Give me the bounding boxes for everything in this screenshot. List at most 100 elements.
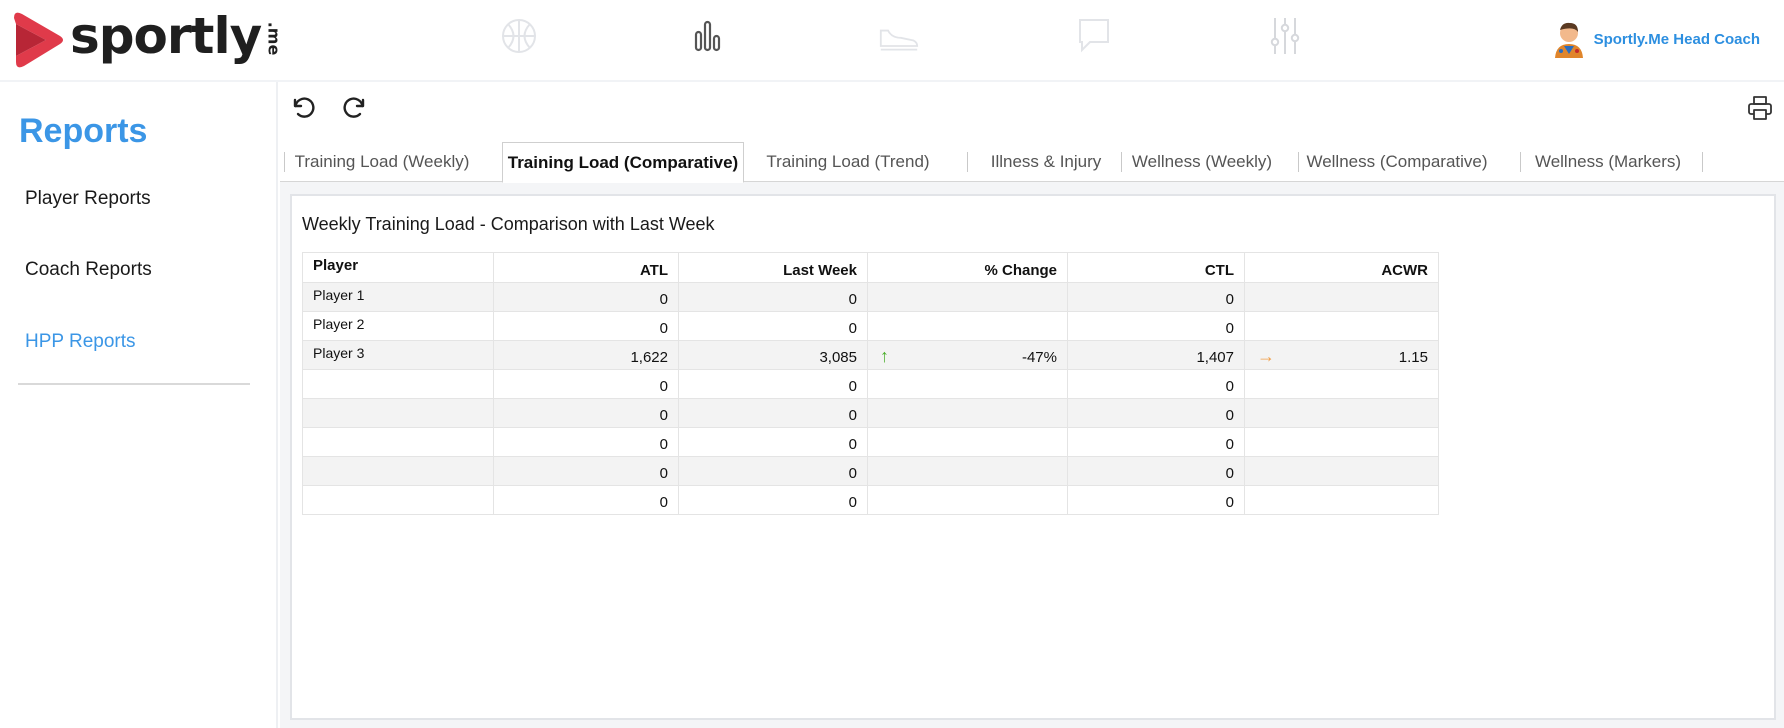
cell-player: Player 3 [302,340,494,370]
column-header-last-week[interactable]: Last Week [678,252,868,283]
column-header-acwr[interactable]: ACWR [1244,252,1439,283]
page-title: Reports [19,112,148,150]
cell-atl: 0 [493,369,679,399]
cell-acwr [1244,398,1439,428]
cell-ctl: 0 [1067,282,1245,312]
cell-change [867,282,1068,312]
tab-separator [1702,152,1703,172]
cell-atl: 0 [493,282,679,312]
chat-icon[interactable] [1070,12,1118,60]
cell-last-week: 0 [678,369,868,399]
sidebar-divider [18,383,250,385]
brand-name: sportly [70,7,262,65]
cell-ctl: 0 [1067,398,1245,428]
undo-icon[interactable] [288,92,320,124]
cell-change [867,311,1068,341]
column-header-player[interactable]: Player [302,252,494,283]
redo-icon[interactable] [338,92,370,124]
cell-atl: 0 [493,456,679,486]
cell-change-value: -47% [1021,349,1057,366]
cell-acwr-value: 1.15 [1398,349,1428,366]
sidebar-item-player-reports[interactable]: Player Reports [25,188,151,209]
cell-change: ↑ -47% [867,340,1068,370]
cell-last-week: 0 [678,485,868,515]
print-icon[interactable] [1744,92,1776,124]
cell-ctl: 0 [1067,369,1245,399]
cell-atl: 0 [493,311,679,341]
table-header-row: Player ATL Last Week % Change CTL ACWR [302,252,1439,283]
tab-separator [1121,152,1122,172]
tab-separator [967,152,968,172]
tab-training-load-trend[interactable]: Training Load (Trend) [766,152,930,171]
tab-wellness-comparative[interactable]: Wellness (Comparative) [1306,152,1488,171]
sliders-icon[interactable] [1261,12,1309,60]
cell-change [867,485,1068,515]
toolbar [280,82,1784,142]
cell-change [867,369,1068,399]
cell-last-week: 0 [678,398,868,428]
tab-illness-injury[interactable]: Illness & Injury [990,152,1102,171]
tab-wellness-weekly[interactable]: Wellness (Weekly) [1131,152,1273,171]
column-header-ctl[interactable]: CTL [1067,252,1245,283]
cell-last-week: 0 [678,427,868,457]
bar-chart-icon[interactable] [683,12,731,60]
cell-ctl: 0 [1067,456,1245,486]
column-header-change[interactable]: % Change [867,252,1068,283]
tab-wellness-markers[interactable]: Wellness (Markers) [1534,152,1682,171]
user-name[interactable]: Sportly.Me Head Coach [1593,30,1760,48]
main-content: Training Load (Weekly) Training Load (Co… [280,82,1784,728]
sidebar-item-coach-reports[interactable]: Coach Reports [25,259,152,280]
cell-atl: 1,622 [493,340,679,370]
cell-ctl: 0 [1067,311,1245,341]
top-bar: sportly .me [0,0,1784,82]
cell-last-week: 0 [678,456,868,486]
cell-atl: 0 [493,427,679,457]
cell-change [867,427,1068,457]
cell-atl: 0 [493,398,679,428]
cell-player [302,398,494,428]
cell-ctl: 0 [1067,485,1245,515]
sneaker-icon[interactable] [875,12,923,60]
logo-chevron-icon [14,12,63,68]
cell-last-week: 0 [678,311,868,341]
cell-atl: 0 [493,485,679,515]
table-body: Player 1 0 0 0 Player 2 0 0 0 Player 3 1,622 3,085… [302,282,1439,515]
user-menu[interactable]: Sportly.Me Head Coach [1552,20,1760,58]
cell-player [302,485,494,515]
cell-acwr [1244,311,1439,341]
report-panel: Weekly Training Load - Comparison with L… [290,194,1776,720]
cell-player [302,456,494,486]
avatar [1554,22,1583,58]
main-nav [0,12,1784,60]
basketball-icon[interactable] [495,12,543,60]
column-header-atl[interactable]: ATL [493,252,679,283]
sportly-logo[interactable]: sportly .me [10,8,295,72]
cell-ctl: 1,407 [1067,340,1245,370]
tab-separator [284,152,285,172]
trend-steady-arrow-icon: → [1257,346,1275,366]
table-row[interactable]: Player 3 1,622 3,085 ↑ -47% 1,407 → 1.15 [302,340,1439,370]
cell-acwr [1244,485,1439,515]
cell-last-week: 0 [678,282,868,312]
sidebar-item-hpp-reports[interactable]: HPP Reports [25,331,136,352]
report-tabs: Training Load (Weekly) Training Load (Co… [280,142,1784,183]
tab-training-load-comparative[interactable]: Training Load (Comparative) [502,142,744,183]
cell-player [302,369,494,399]
trend-up-arrow-icon: ↑ [880,346,889,366]
cell-last-week: 3,085 [678,340,868,370]
cell-acwr [1244,456,1439,486]
comparison-table: Player ATL Last Week % Change CTL ACWR P… [302,252,1439,515]
tab-training-load-weekly[interactable]: Training Load (Weekly) [294,152,470,171]
cell-ctl: 0 [1067,427,1245,457]
cell-acwr: → 1.15 [1244,340,1439,370]
sidebar: Reports Player Reports Coach Reports HPP… [0,82,278,728]
cell-acwr [1244,369,1439,399]
tab-separator [1520,152,1521,172]
